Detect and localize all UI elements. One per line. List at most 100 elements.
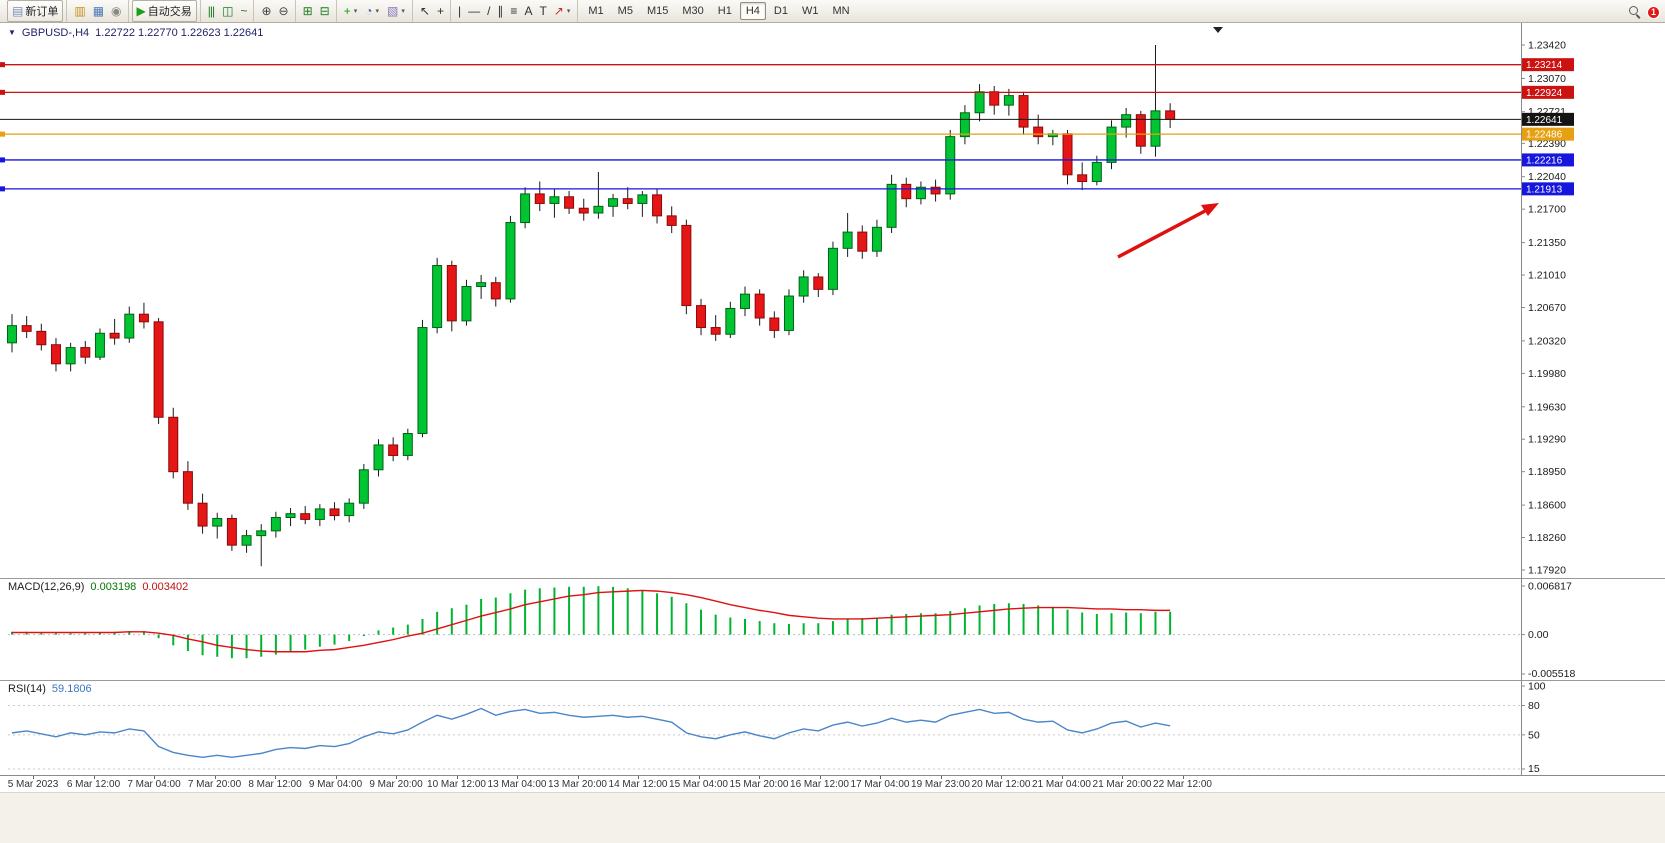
timeframe-h1[interactable]: H1	[717, 5, 732, 17]
time-tick-mark	[517, 776, 518, 779]
chart-shift-marker[interactable]	[1213, 27, 1223, 33]
rsi-canvas[interactable]: 100 80 50 15	[0, 680, 1665, 775]
time-tick-mark	[819, 776, 821, 779]
time-tick-label: 16 Mar 12:00	[790, 779, 849, 790]
line-handle[interactable]	[0, 186, 5, 192]
timeframe-group: M1 M5 M15 M30 H1 H4 D1 W1 MN	[578, 0, 859, 22]
horizontal-line-button[interactable]: —	[464, 3, 483, 19]
candle-down	[696, 305, 707, 329]
chevron-down-icon: ▾	[353, 8, 358, 15]
candle-down	[197, 502, 208, 527]
candle-up	[783, 295, 794, 331]
line-chart-button[interactable]: ~	[236, 3, 250, 19]
fibonacci-button[interactable]: ≡	[506, 3, 520, 19]
trendline-icon: /	[487, 4, 491, 18]
candle-down	[168, 416, 179, 473]
time-axis[interactable]: 5 Mar 2023 6 Mar 12:00 7 Mar 04:00 7 Mar 20…	[0, 775, 1665, 792]
navigator-button[interactable]: ◉	[107, 3, 124, 19]
timeframe-h4[interactable]: H4	[739, 2, 766, 20]
tile-windows-button[interactable]: ⊞	[299, 3, 316, 19]
trendline-button[interactable]: /	[483, 3, 493, 19]
toolbar-group: | — / ∥ ≡ A T ↗ ▾	[451, 0, 579, 22]
new-order-button[interactable]: ▤ 新订单	[7, 0, 64, 22]
data-window-button[interactable]: ▦	[89, 3, 107, 19]
zoom-in-button[interactable]: ⊕	[257, 3, 274, 19]
new-chart-button[interactable]: + ▾	[340, 3, 362, 19]
arrows-button[interactable]: ↗ ▾	[550, 3, 575, 19]
timeframe-m15[interactable]: M15	[646, 5, 669, 17]
candle-up	[637, 194, 648, 204]
main-chart-canvas[interactable]: 1.234201.230701.227211.223901.220401.217…	[0, 23, 1665, 578]
time-tick-label: 7 Mar 04:00	[127, 779, 181, 790]
market-watch-button[interactable]: ▥	[70, 3, 88, 19]
line-handle[interactable]	[0, 62, 5, 68]
template-button[interactable]: ▧ ▾	[383, 3, 409, 19]
rsi-axis-label: 100	[1528, 681, 1546, 693]
candle-up	[476, 282, 487, 288]
autotrade-button[interactable]: ▶ 自动交易	[131, 0, 197, 22]
search-icon[interactable]	[1628, 5, 1641, 18]
price-tag-label: 1.23214	[1526, 60, 1563, 71]
candle-down	[754, 293, 765, 319]
period-button[interactable]: ◔ ▾	[361, 3, 383, 19]
zoom-out-icon: ⊖	[278, 4, 289, 18]
macd-canvas[interactable]: 0.006817 0.00 -0.005518	[0, 578, 1665, 680]
timeframe-w1[interactable]: W1	[801, 5, 819, 17]
candle-down	[1165, 110, 1176, 120]
crosshair-button[interactable]: +	[433, 3, 447, 19]
new-order-icon: ▤	[12, 4, 23, 18]
candle-up	[798, 276, 809, 297]
candle-up	[740, 293, 750, 309]
candle-down	[901, 183, 912, 200]
time-tick-mark	[638, 776, 639, 779]
time-tick-mark	[1122, 776, 1123, 779]
candlestick-icon: ◫	[222, 4, 233, 18]
toolbar-right: 1	[1628, 5, 1661, 19]
cursor-button[interactable]: ↖	[416, 3, 433, 19]
price-tick-label: 1.19630	[1528, 401, 1566, 413]
time-tick-label: 13 Mar 20:00	[548, 779, 607, 790]
candle-up	[461, 286, 472, 322]
arrange-windows-button[interactable]: ⊟	[316, 3, 333, 19]
timeframe-m5[interactable]: M5	[617, 5, 633, 17]
timeframe-mn[interactable]: MN	[832, 5, 850, 17]
price-tag-label: 1.22924	[1526, 88, 1563, 99]
candle-up	[725, 307, 736, 335]
time-tick-mark	[456, 776, 458, 779]
timeframe-m1[interactable]: M1	[588, 5, 604, 17]
time-tick-label: 17 Mar 04:00	[850, 779, 910, 790]
timeframe-m30[interactable]: M30	[682, 5, 704, 17]
price-tag	[1522, 182, 1574, 196]
new-chart-icon: +	[343, 4, 351, 18]
market-watch-icon: ▥	[74, 4, 85, 18]
timeframe-d1[interactable]: D1	[773, 5, 788, 17]
candle-down	[930, 186, 941, 195]
time-tick-mark	[93, 776, 95, 779]
candle-up	[945, 136, 956, 195]
channel-button[interactable]: ∥	[493, 3, 506, 19]
zoom-out-button[interactable]: ⊖	[275, 3, 292, 19]
notification-badge: 1	[1647, 6, 1660, 19]
candle-up	[549, 196, 560, 204]
bar-chart-button[interactable]: |||	[204, 3, 218, 19]
time-tick-label: 19 Mar 23:00	[911, 779, 970, 790]
text-button[interactable]: A	[520, 3, 535, 19]
time-tick-mark	[698, 776, 700, 779]
candle-up	[505, 222, 516, 300]
line-handle[interactable]	[0, 89, 5, 95]
candle-down	[138, 313, 149, 323]
label-button[interactable]: T	[535, 3, 549, 19]
candle-up	[1003, 95, 1014, 106]
rsi-axis-label: 50	[1528, 729, 1540, 741]
vertical-line-button[interactable]: |	[454, 3, 464, 19]
line-handle[interactable]	[0, 157, 5, 163]
cursor-icon: ↖	[419, 4, 430, 18]
line-handle[interactable]	[0, 131, 5, 137]
tile-windows-icon: ⊞	[302, 4, 313, 18]
candlestick-button[interactable]: ◫	[218, 3, 236, 19]
trend-arrow[interactable]	[1117, 203, 1219, 259]
candle-down	[666, 215, 677, 226]
time-tick-label: 14 Mar 12:00	[608, 779, 668, 790]
time-tick-mark	[1061, 776, 1063, 779]
time-tick-label: 9 Mar 04:00	[308, 779, 363, 790]
